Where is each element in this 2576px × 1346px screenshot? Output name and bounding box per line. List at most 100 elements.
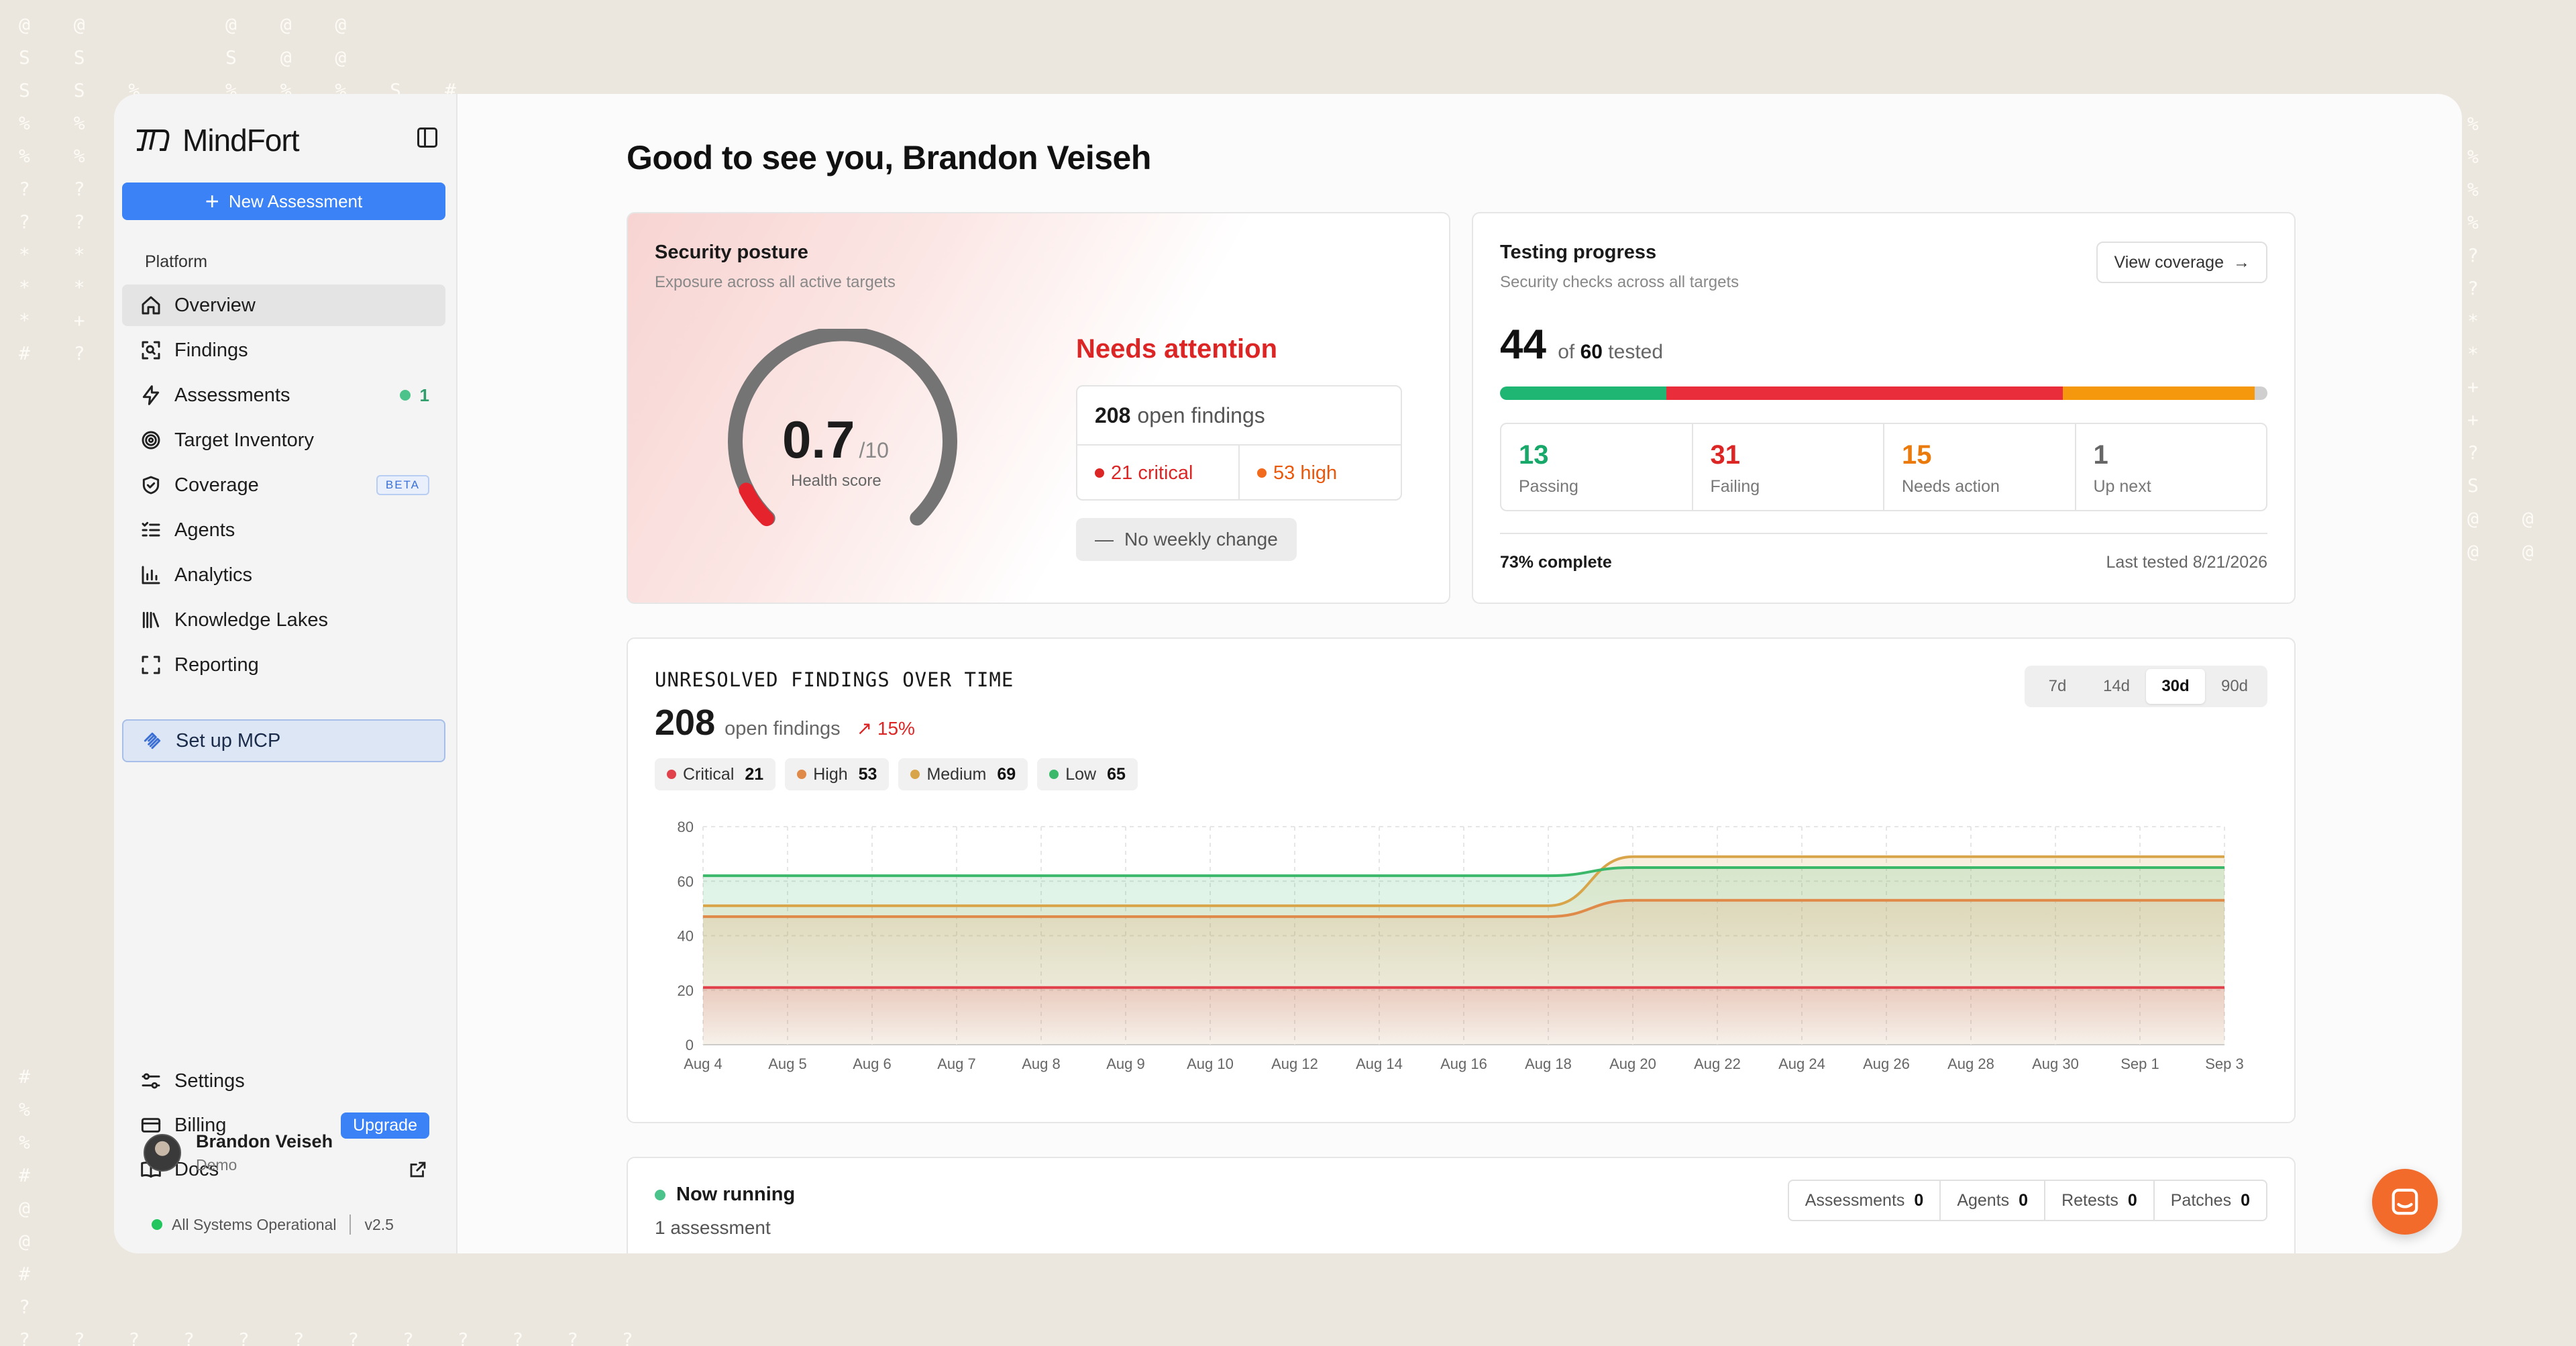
legend-value: 69 (997, 764, 1016, 784)
range-14d[interactable]: 14d (2102, 677, 2131, 695)
x-tick-label: Aug 14 (1356, 1055, 1403, 1072)
card-subtitle: Security checks across all targets (1500, 273, 1739, 291)
last-tested: Last tested 8/21/2026 (2106, 553, 2267, 572)
library-icon (140, 609, 162, 631)
chart-total-label: open findings (724, 718, 841, 739)
sidebar-item-label: Billing (174, 1114, 227, 1136)
version-label: v2.5 (364, 1215, 394, 1233)
series-line-low (703, 866, 2224, 878)
sidebar-item-label: Findings (174, 339, 248, 361)
range-90d[interactable]: 90d (2220, 677, 2249, 695)
beta-badge: BETA (376, 475, 429, 495)
trend-change: ↗ 15% (857, 717, 915, 739)
stat-value: 1 (2093, 440, 2108, 470)
sidebar-item-billing[interactable]: Billing Upgrade (122, 1104, 445, 1146)
legend-critical[interactable]: Critical 21 (655, 758, 776, 790)
y-tick-label: 20 (678, 982, 694, 999)
range-7d[interactable]: 7d (2048, 677, 2067, 695)
posture-status: Needs attention (1076, 334, 1278, 364)
legend-high[interactable]: High 53 (785, 758, 890, 790)
sidebar-item-analytics[interactable]: Analytics (122, 554, 445, 596)
sliders-icon (140, 1070, 162, 1092)
stat-value: 31 (1710, 440, 1741, 470)
sidebar-item-assessments[interactable]: Assessments 1 (122, 374, 445, 416)
weekly-change-badge: — No weekly change (1076, 518, 1297, 561)
background-pattern-bottom: # % % # @ @ # ? ? ? ? ? ? ? ? ? ? ? ? ? … (19, 1066, 649, 1346)
legend-medium[interactable]: Medium 69 (898, 758, 1028, 790)
sidebar-item-findings[interactable]: Findings (122, 329, 445, 371)
sidebar-item-label: Coverage (174, 474, 259, 496)
tab-label: Assessments (1805, 1190, 1905, 1210)
bolt-icon (140, 384, 162, 407)
brand[interactable]: MindFort (134, 122, 299, 158)
x-tick-label: Aug 5 (768, 1055, 807, 1072)
user-profile[interactable]: Brandon Veiseh Demo (144, 1131, 333, 1174)
stat-label: Failing (1710, 477, 1760, 496)
sidebar-item-label: Knowledge Lakes (174, 609, 328, 631)
x-tick-label: Sep 3 (2205, 1055, 2244, 1072)
series-line-medium (703, 855, 2224, 907)
legend-value: 21 (745, 764, 764, 784)
setup-mcp-button[interactable]: Set up MCP (122, 719, 445, 762)
sidebar-item-settings[interactable]: Settings (122, 1060, 445, 1102)
arrow-right-icon: → (2233, 252, 2250, 272)
sidebar-item-target-inventory[interactable]: Target Inventory (122, 419, 445, 461)
total-number: 60 (1580, 341, 1603, 363)
card-subtitle: Exposure across all active targets (655, 273, 896, 291)
status-dot (152, 1219, 162, 1230)
new-assessment-button[interactable]: + New Assessment (122, 183, 445, 220)
y-tick-label: 80 (678, 819, 694, 835)
upgrade-button[interactable]: Upgrade (341, 1112, 429, 1139)
progress-stats: 13 Passing 31 Failing 15 Needs action 1 Up n… (1500, 423, 2267, 511)
sidebar-toggle-icon[interactable] (417, 127, 437, 148)
legend-label: Critical (683, 764, 735, 784)
legend-value: 53 (858, 764, 877, 784)
scan-icon (140, 339, 162, 362)
range-30d[interactable]: 30d (2146, 669, 2205, 704)
stat-needs-action[interactable]: 15 Needs action (1883, 424, 2075, 510)
tab-count: 0 (2019, 1190, 2029, 1210)
sidebar-item-label: Assessments (174, 384, 290, 406)
tab-patches[interactable]: Patches 0 (2153, 1181, 2266, 1220)
trend-change-value: 15% (877, 718, 915, 739)
home-icon (140, 294, 162, 317)
sidebar-item-reporting[interactable]: Reporting (122, 644, 445, 686)
status-dot (655, 1189, 665, 1200)
chat-support-button[interactable] (2372, 1169, 2438, 1235)
background-pattern-top: @ @ @ S @ @ % % % S # (225, 13, 472, 101)
sidebar-item-agents[interactable]: Agents (122, 509, 445, 551)
sidebar-item-knowledge-lakes[interactable]: Knowledge Lakes (122, 599, 445, 641)
legend-value: 65 (1107, 764, 1126, 784)
view-coverage-button[interactable]: View coverage → (2096, 242, 2267, 283)
system-status[interactable]: All Systems Operational v2.5 (152, 1214, 394, 1235)
critical-findings[interactable]: 21 critical (1077, 446, 1238, 501)
sidebar-item-label: Settings (174, 1070, 245, 1092)
x-tick-label: Aug 30 (2032, 1055, 2079, 1072)
legend-dot (667, 770, 676, 779)
list-icon (140, 519, 162, 541)
score-max: /10 (859, 438, 889, 462)
critical-findings-label: 21 critical (1111, 462, 1193, 484)
sidebar-item-coverage[interactable]: Coverage BETA (122, 464, 445, 506)
tab-agents[interactable]: Agents 0 (1939, 1181, 2044, 1220)
sidebar-item-label: Docs (174, 1158, 219, 1180)
sidebar-item-label: Target Inventory (174, 429, 314, 451)
stat-up-next[interactable]: 1 Up next (2074, 424, 2267, 510)
y-tick-label: 60 (678, 873, 694, 890)
chart-title: UNRESOLVED FINDINGS OVER TIME (655, 668, 1014, 691)
x-tick-label: Aug 6 (853, 1055, 892, 1072)
stat-failing[interactable]: 31 Failing (1691, 424, 1884, 510)
findings-summary[interactable]: 208 open findings 21 critical 53 high (1076, 385, 1402, 501)
open-findings-label: open findings (1137, 403, 1265, 427)
y-tick-label: 40 (678, 928, 694, 945)
high-findings[interactable]: 53 high (1238, 446, 1401, 501)
legend-label: Medium (926, 764, 987, 784)
main-content: Good to see you, Brandon Veiseh Security… (458, 94, 2462, 1253)
score-number: 0.7 (782, 410, 855, 469)
sidebar-item-overview[interactable]: Overview (122, 284, 445, 326)
tab-assessments[interactable]: Assessments 0 (1789, 1181, 1940, 1220)
tab-retests[interactable]: Retests 0 (2044, 1181, 2153, 1220)
stat-passing[interactable]: 13 Passing (1501, 424, 1692, 510)
legend-low[interactable]: Low 65 (1037, 758, 1138, 790)
x-tick-label: Aug 20 (1609, 1055, 1656, 1072)
